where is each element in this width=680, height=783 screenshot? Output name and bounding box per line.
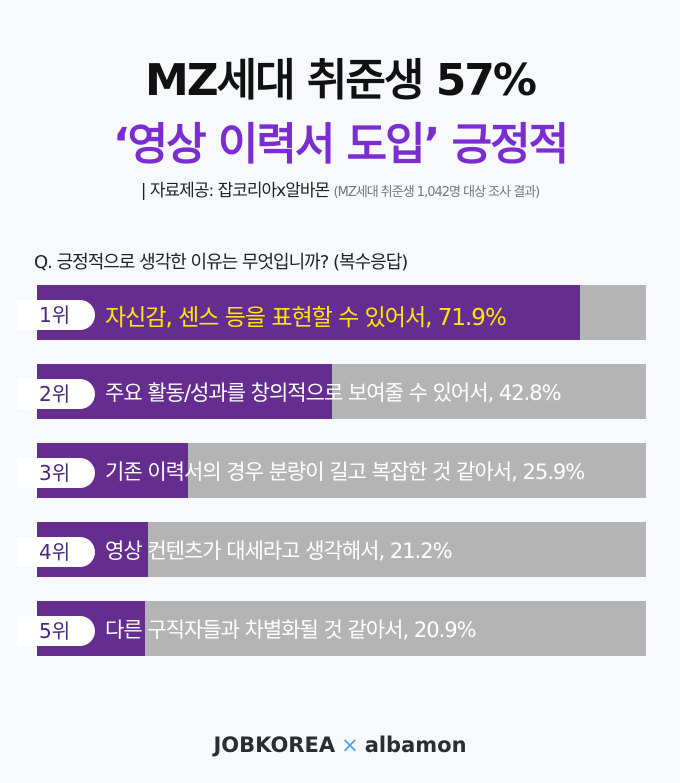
source-note: (MZ세대 취준생 1,042명 대상 조사 결과) — [333, 185, 541, 200]
rank-badge: 1위 — [17, 300, 95, 330]
title-line2: ‘영상 이력서 도입’ 긍정적 — [112, 119, 569, 170]
rank-badge: 5위 — [17, 616, 95, 646]
rank-badge: 3위 — [17, 458, 95, 488]
question: Q. 긍정적으로 생각한 이유는 무엇입니까? (복수응답) — [34, 252, 408, 273]
bar-fill — [37, 285, 581, 340]
rank-badge: 4위 — [17, 537, 95, 567]
source: | 자료제공: 잡코리아x알바몬 (MZ세대 취준생 1,042명 대상 조사 … — [0, 176, 680, 201]
bar-label: 자신감, 센스 등을 표현할 수 있어서, 71.9% — [105, 305, 507, 331]
bar-label: 다른 구직자들과 차별화될 것 같아서, 20.9% — [105, 618, 477, 642]
source-text: | 자료제공: 잡코리아x알바몬 — [140, 181, 330, 201]
bar-label: 영상 컨텐츠가 대세라고 생각해서, 21.2% — [105, 539, 453, 563]
bar-row: 1위 자신감, 센스 등을 표현할 수 있어서, 71.9% — [17, 285, 646, 340]
jobkorea-logo: JOBKOREA — [213, 733, 336, 757]
title-line1: MZ세대 취준생 57% — [144, 55, 537, 106]
rank-badge: 2위 — [17, 379, 95, 409]
bar-label: 기존 이력서의 경우 분량이 길고 복잡한 것 같아서, 25.9% — [105, 460, 585, 484]
bar-row: 5위 다른 구직자들과 차별화될 것 같아서, 20.9% — [17, 601, 646, 656]
bar-row: 4위 영상 컨텐츠가 대세라고 생각해서, 21.2% — [17, 522, 646, 577]
times-icon: × — [341, 733, 359, 757]
bar-row: 2위 주요 활동/성과를 창의적으로 보여줄 수 있어서, 42.8% — [17, 364, 646, 419]
bar-row: 3위 기존 이력서의 경우 분량이 길고 복잡한 것 같아서, 25.9% — [17, 443, 646, 498]
albamon-logo: albamon — [364, 733, 467, 757]
bar-label: 주요 활동/성과를 창의적으로 보여줄 수 있어서, 42.8% — [105, 381, 562, 405]
logo: JOBKOREA × albamon — [0, 733, 680, 757]
